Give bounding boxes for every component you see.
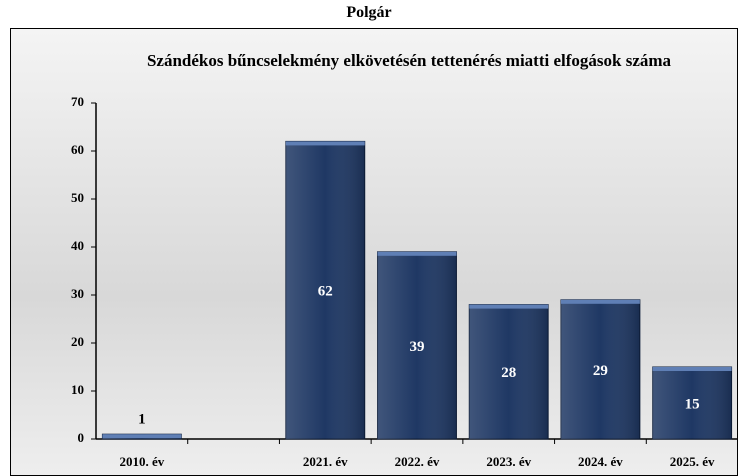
data-label: 28 [501,365,516,381]
data-label: 29 [593,363,608,379]
y-tick-label: 10 [71,382,84,397]
page: Polgár Szándékos bűncselekmény elkövetés… [0,0,738,476]
x-tick-label: 2023. év [486,454,531,469]
x-tick-label: 2010. év [119,454,164,469]
bar-bevel [653,367,732,371]
y-tick-label: 40 [71,238,84,253]
bar-bevel [378,252,457,256]
y-tick-label: 50 [71,190,84,205]
bar-bevel [469,305,548,309]
y-tick-label: 70 [71,94,84,109]
bar-bevel [286,141,365,145]
y-tick-label: 0 [78,430,85,445]
x-tick-label: 2025. év [670,454,715,469]
y-tick-label: 20 [71,334,84,349]
x-tick-label: 2021. év [303,454,348,469]
data-label: 15 [685,396,700,412]
bar-bevel [561,300,640,304]
x-tick-label: 2024. év [578,454,623,469]
bar-bevel [102,434,181,438]
data-label: 62 [318,284,333,300]
y-tick-label: 60 [71,142,84,157]
data-label: 1 [138,412,146,428]
x-tick-label: 2022. év [395,454,440,469]
y-tick-label: 30 [71,286,84,301]
data-label: 39 [410,339,425,355]
chart: 0 10 20 30 40 50 60 70 2010. év 1 2021. év 62 2022. … [0,0,738,476]
